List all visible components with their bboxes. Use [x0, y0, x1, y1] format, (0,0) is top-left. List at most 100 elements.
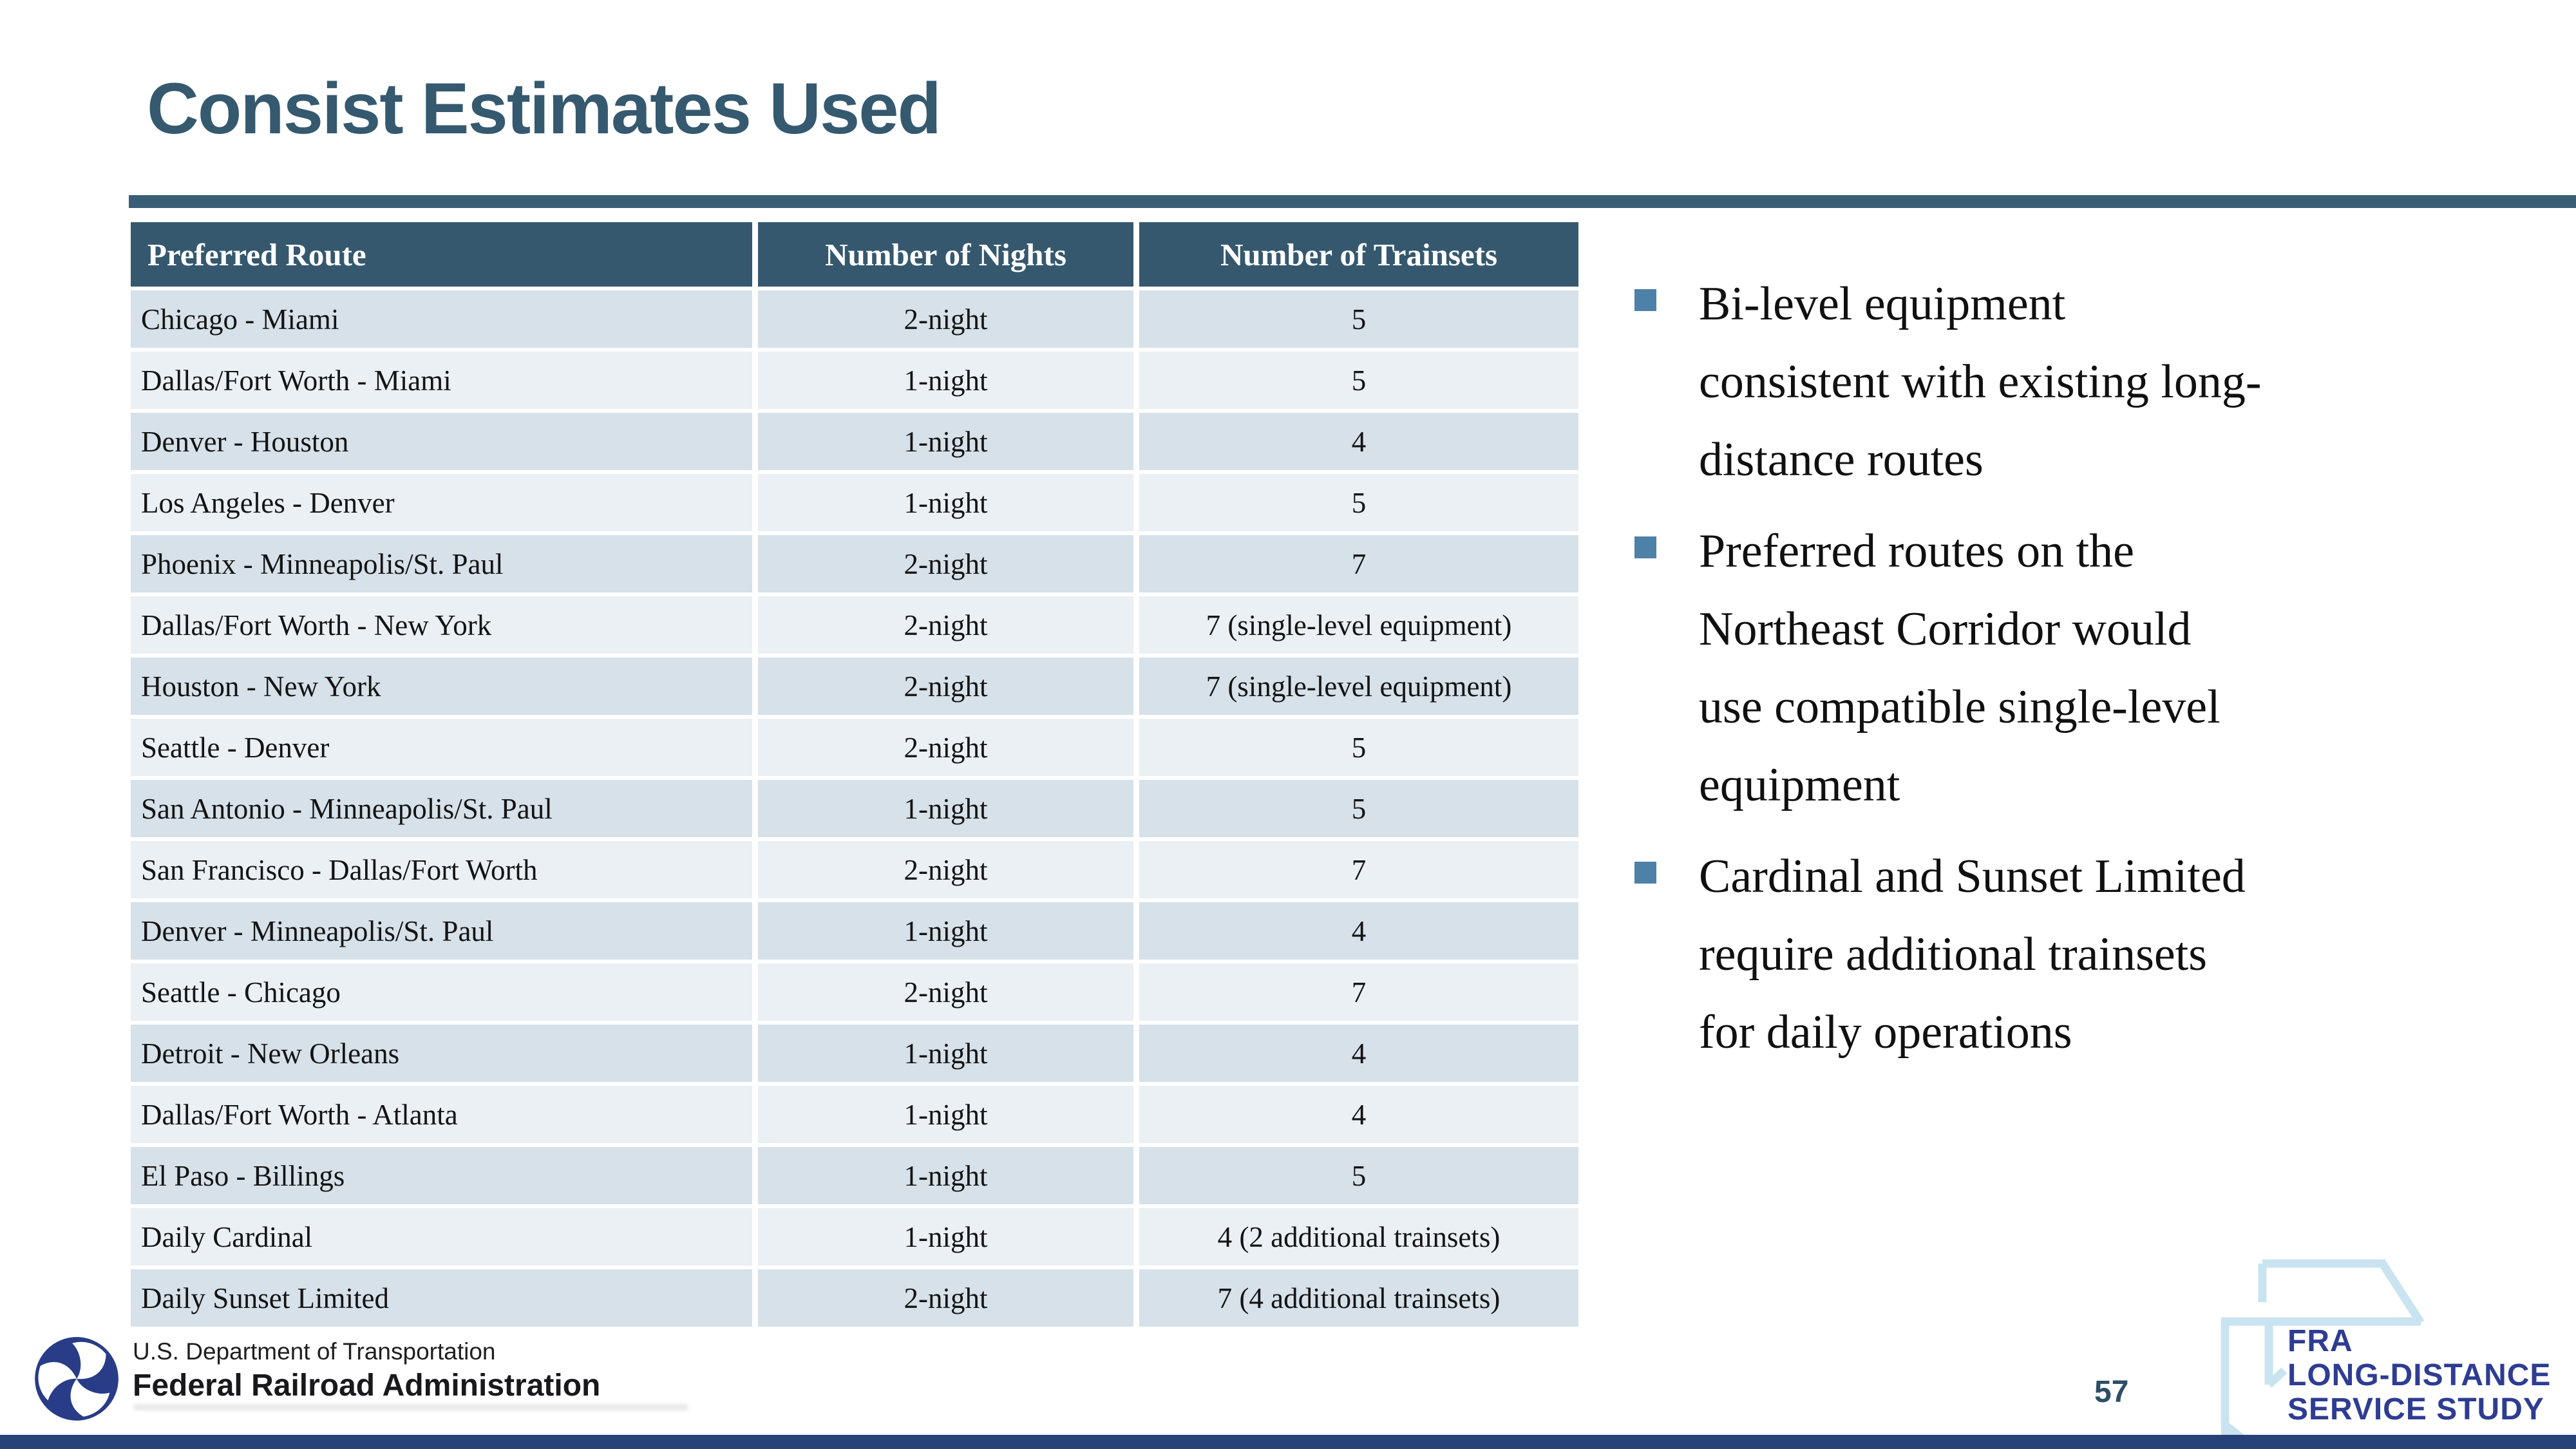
cell-route: San Antonio - Minneapolis/St. Paul [131, 780, 752, 837]
table-row: Denver - Houston 1-night 4 [131, 413, 1578, 470]
table-row: Detroit - New Orleans 1-night 4 [131, 1025, 1578, 1082]
cell-nights: 2-night [752, 535, 1133, 592]
cell-trainsets: 4 [1133, 413, 1578, 470]
cell-route: Denver - Houston [131, 413, 752, 470]
dot-logo-shadow [134, 1404, 688, 1410]
bullet-line: equipment [1699, 759, 1900, 811]
cell-trainsets: 5 [1133, 1147, 1578, 1204]
table-row: San Francisco - Dallas/Fort Worth 2-night… [131, 841, 1578, 898]
cell-route: Seattle - Chicago [131, 963, 752, 1021]
bullet-square-icon [1634, 862, 1656, 884]
cell-nights: 2-night [752, 290, 1133, 348]
cell-nights: 1-night [752, 1025, 1133, 1082]
bullet-text: Cardinal and Sunset Limited require addit… [1699, 838, 2246, 1072]
cell-trainsets: 7 [1133, 963, 1578, 1021]
consist-table: Preferred Route Number of Nights Number … [131, 218, 1578, 1331]
bullet-line: Northeast Corridor would [1699, 603, 2192, 656]
bullet-line: for daily operations [1699, 1006, 2072, 1059]
cell-trainsets: 7 (single-level equipment) [1133, 596, 1578, 654]
cell-nights: 2-night [752, 1269, 1133, 1327]
bullet-square-icon [1634, 289, 1656, 311]
cell-route: Los Angeles - Denver [131, 474, 752, 531]
table-row: Seattle - Denver 2-night 5 [131, 719, 1578, 776]
table-row: El Paso - Billings 1-night 5 [131, 1147, 1578, 1204]
table-row: Dallas/Fort Worth - Miami 1-night 5 [131, 352, 1578, 409]
cell-trainsets: 4 [1133, 1086, 1578, 1143]
bullet-line: Preferred routes on the [1699, 525, 2135, 578]
table-row: Denver - Minneapolis/St. Paul 1-night 4 [131, 902, 1578, 960]
cell-route: San Francisco - Dallas/Fort Worth [131, 841, 752, 898]
cell-route: Seattle - Denver [131, 719, 752, 776]
dot-fra-label: Federal Railroad Administration [133, 1368, 601, 1403]
cell-nights: 2-night [752, 719, 1133, 776]
bullet-item: Bi-level equipment consistent with existi… [1634, 265, 2575, 499]
cell-trainsets: 7 (single-level equipment) [1133, 658, 1578, 715]
bullet-item: Preferred routes on the Northeast Corrido… [1634, 513, 2575, 824]
cell-trainsets: 7 (4 additional trainsets) [1133, 1269, 1578, 1327]
cell-route: Daily Cardinal [131, 1208, 752, 1265]
bullet-line: use compatible single-level [1699, 681, 2221, 734]
page-number: 57 [2094, 1375, 2129, 1409]
cell-nights: 1-night [752, 413, 1133, 470]
table-row: Seattle - Chicago 2-night 7 [131, 963, 1578, 1021]
bullet-line: require additional trainsets [1699, 928, 2208, 981]
cell-nights: 1-night [752, 474, 1133, 531]
table-body: Chicago - Miami 2-night 5 Dallas/Fort Worth… [131, 290, 1578, 1327]
cell-trainsets: 4 [1133, 902, 1578, 960]
cell-route: Chicago - Miami [131, 290, 752, 348]
cell-nights: 2-night [752, 841, 1133, 898]
cell-trainsets: 5 [1133, 719, 1578, 776]
table-row: Chicago - Miami 2-night 5 [131, 290, 1578, 348]
table-row: Daily Cardinal 1-night 4 (2 additional tra… [131, 1208, 1578, 1265]
table-header-row: Preferred Route Number of Nights Number … [131, 222, 1578, 287]
bullet-text: Bi-level equipment consistent with existi… [1699, 265, 2262, 499]
column-header-number-of-nights: Number of Nights [752, 222, 1133, 287]
table-row: Houston - New York 2-night 7 (single-level… [131, 658, 1578, 715]
column-header-preferred-route: Preferred Route [131, 222, 752, 287]
cell-trainsets: 7 [1133, 841, 1578, 898]
cell-nights: 1-night [752, 780, 1133, 837]
table-row: Dallas/Fort Worth - Atlanta 1-night 4 [131, 1086, 1578, 1143]
fra-logo-line2: LONG-DISTANCE [2287, 1358, 2552, 1392]
column-header-number-of-trainsets: Number of Trainsets [1133, 222, 1578, 287]
fra-train-icon [2221, 1258, 2425, 1435]
cell-nights: 2-night [752, 596, 1133, 654]
bullet-line: distance routes [1699, 433, 1984, 486]
cell-trainsets: 5 [1133, 780, 1578, 837]
bullet-square-icon [1634, 536, 1656, 558]
page-title: Consist Estimates Used [147, 68, 942, 149]
cell-trainsets: 5 [1133, 290, 1578, 348]
us-dot-logo-text: U.S. Department of Transportation Federa… [133, 1338, 600, 1403]
table-row: Daily Sunset Limited 2-night 7 (4 addition… [131, 1269, 1578, 1327]
bullet-item: Cardinal and Sunset Limited require addit… [1634, 838, 2575, 1072]
cell-route: Denver - Minneapolis/St. Paul [131, 902, 752, 960]
table-row: San Antonio - Minneapolis/St. Paul 1-nigh… [131, 780, 1578, 837]
fra-logo-line1: FRA [2287, 1324, 2353, 1358]
cell-nights: 1-night [752, 1208, 1133, 1265]
table-row: Phoenix - Minneapolis/St. Paul 2-night 7 [131, 535, 1578, 592]
cell-route: Daily Sunset Limited [131, 1269, 752, 1327]
bullet-text: Preferred routes on the Northeast Corrido… [1699, 513, 2221, 824]
cell-trainsets: 5 [1133, 474, 1578, 531]
cell-route: Dallas/Fort Worth - Atlanta [131, 1086, 752, 1143]
fra-logo-line3: SERVICE STUDY [2287, 1392, 2544, 1426]
cell-trainsets: 5 [1133, 352, 1578, 409]
dot-department-label: U.S. Department of Transportation [133, 1338, 496, 1365]
bottom-accent-bar [0, 1435, 2576, 1449]
table-row: Dallas/Fort Worth - New York 2-night 7 (si… [131, 596, 1578, 654]
cell-nights: 1-night [752, 352, 1133, 409]
cell-trainsets: 4 [1133, 1025, 1578, 1082]
cell-nights: 2-night [752, 658, 1133, 715]
us-dot-logo-icon [35, 1337, 118, 1421]
bullet-list: Bi-level equipment consistent with existi… [1634, 265, 2575, 1085]
cell-nights: 2-night [752, 963, 1133, 1021]
cell-nights: 1-night [752, 1086, 1133, 1143]
bullet-line: Bi-level equipment [1699, 278, 2066, 330]
cell-route: Dallas/Fort Worth - Miami [131, 352, 752, 409]
cell-nights: 1-night [752, 1147, 1133, 1204]
title-divider [129, 195, 2576, 208]
cell-route: Houston - New York [131, 658, 752, 715]
fra-logo-text: FRA LONG-DISTANCE SERVICE STUDY [2287, 1324, 2551, 1426]
table-row: Los Angeles - Denver 1-night 5 [131, 474, 1578, 531]
